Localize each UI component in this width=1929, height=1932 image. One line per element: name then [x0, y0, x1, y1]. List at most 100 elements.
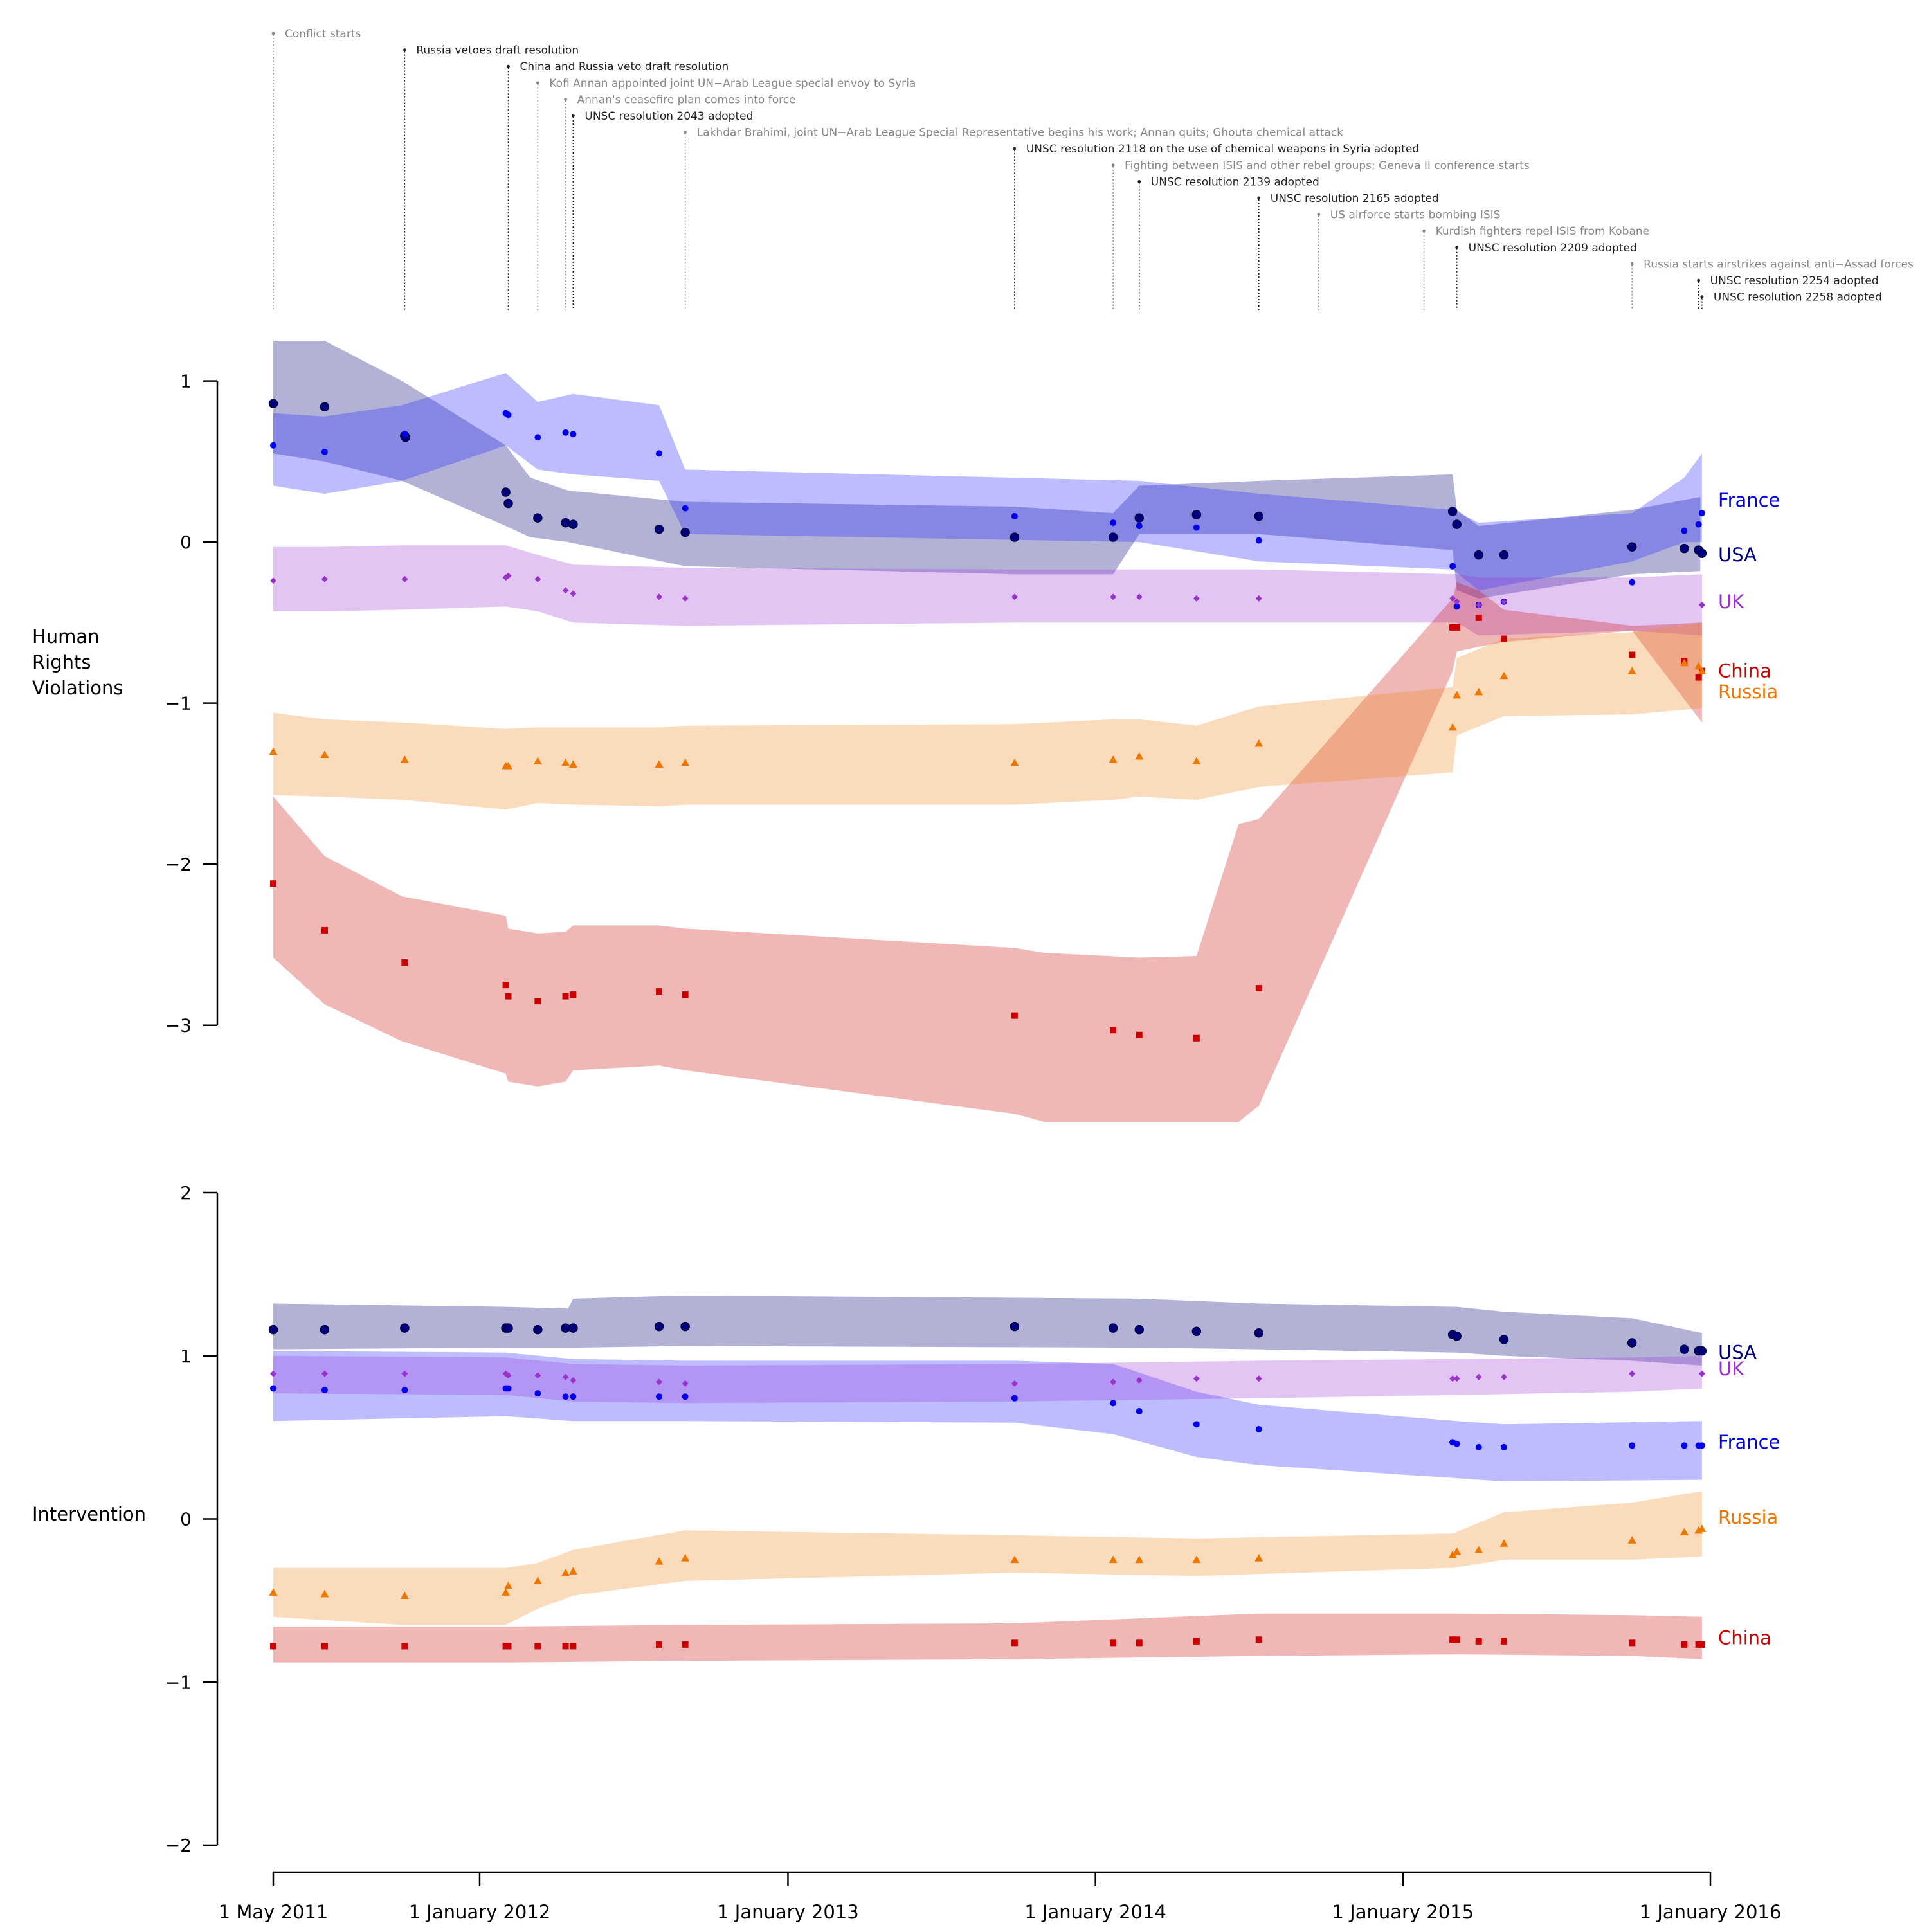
- point-china: [1011, 1639, 1018, 1647]
- point-russia: [1474, 1546, 1483, 1553]
- point-uk: [562, 1373, 569, 1380]
- point-uk: [1193, 1375, 1200, 1382]
- x-tick-label: 1 January 2016: [1640, 1901, 1782, 1923]
- point-china: [1695, 1641, 1702, 1648]
- point-uk: [270, 577, 276, 584]
- point-france: [1255, 1425, 1262, 1432]
- event-dot: [1111, 163, 1115, 167]
- event-annotation: UNSC resolution 2165 adopted: [1257, 192, 1439, 310]
- event-label: Lakhdar Brahimi, joint UN−Arab League Sp…: [697, 127, 1344, 140]
- point-russia: [655, 760, 664, 768]
- point-usa: [503, 498, 513, 509]
- point-russia: [1109, 755, 1118, 763]
- event-dot: [1455, 246, 1459, 249]
- point-russia: [1010, 1555, 1019, 1564]
- point-france: [270, 442, 276, 449]
- event-dot: [1630, 262, 1634, 266]
- event-annotation: Russia vetoes draft resolution: [403, 44, 579, 310]
- point-france: [1453, 603, 1460, 610]
- point-france: [1698, 510, 1705, 517]
- event-annotation: UNSC resolution 2254 adopted: [1697, 275, 1879, 310]
- point-china: [1475, 614, 1482, 621]
- event-annotation: UNSC resolution 2043 adopted: [571, 110, 753, 310]
- point-france: [1629, 1442, 1636, 1449]
- x-tick-label: 1 May 2011: [219, 1901, 329, 1923]
- event-dot: [684, 131, 687, 134]
- event-dot: [1137, 180, 1141, 183]
- point-china: [270, 880, 276, 887]
- point-france: [1255, 537, 1262, 544]
- point-uk: [1110, 593, 1117, 600]
- point-russia: [1499, 1539, 1508, 1547]
- point-russia: [1627, 1535, 1636, 1544]
- event-annotation: Fighting between ISIS and other rebel gr…: [1111, 159, 1530, 310]
- point-uk: [505, 572, 512, 579]
- point-france: [562, 1393, 569, 1400]
- band-usa: [273, 341, 1701, 599]
- point-usa: [320, 402, 330, 411]
- point-russia: [533, 1576, 542, 1585]
- point-uk: [1629, 1370, 1636, 1377]
- point-france: [1193, 524, 1200, 531]
- event-annotation: Russia starts airstrikes against anti−As…: [1630, 258, 1914, 310]
- y-tick-label: −2: [165, 1835, 192, 1856]
- point-russia: [1499, 671, 1508, 680]
- point-uk: [1011, 1380, 1018, 1387]
- point-china: [321, 1643, 328, 1650]
- point-china: [1501, 635, 1508, 642]
- point-russia: [1254, 739, 1263, 747]
- point-china: [1681, 1641, 1688, 1648]
- band-uk: [273, 1355, 1702, 1404]
- y-tick-label: 2: [180, 1182, 192, 1204]
- event-dot: [1317, 213, 1321, 216]
- point-france: [1011, 1395, 1018, 1402]
- point-usa: [1254, 1328, 1264, 1338]
- point-usa: [533, 513, 543, 523]
- point-uk: [1449, 1375, 1456, 1382]
- point-china: [1136, 1639, 1143, 1647]
- event-annotation: Conflict starts: [271, 28, 361, 310]
- point-france: [505, 1385, 512, 1392]
- event-dot: [571, 114, 575, 118]
- band-usa: [273, 1295, 1702, 1366]
- event-label: UNSC resolution 2043 adopted: [584, 110, 753, 123]
- point-france: [321, 448, 328, 455]
- x-axis: 1 May 2011 1 January 2012 1 January 2013 1 …: [219, 1871, 1782, 1923]
- point-china: [1449, 1636, 1456, 1643]
- point-uk: [682, 1380, 689, 1387]
- point-france: [505, 411, 512, 419]
- band-france: [273, 373, 1702, 591]
- point-france: [1011, 513, 1018, 520]
- y-axis: 1 0 −1 −2 −3: [165, 371, 219, 1036]
- event-dot: [536, 81, 539, 85]
- point-usa: [1499, 1335, 1509, 1344]
- point-china: [1629, 1639, 1636, 1647]
- point-china: [1695, 674, 1702, 681]
- point-uk: [505, 1372, 512, 1379]
- point-france: [1136, 523, 1143, 530]
- point-china: [505, 1643, 512, 1650]
- point-russia: [1448, 1550, 1457, 1558]
- y-tick-label: 1: [180, 1346, 192, 1367]
- event-dot: [1422, 229, 1426, 233]
- point-china: [1453, 624, 1460, 631]
- event-annotation: UNSC resolution 2139 adopted: [1137, 176, 1319, 310]
- point-china: [682, 991, 689, 998]
- band-uk: [273, 545, 1702, 636]
- event-annotation: UNSC resolution 2209 adopted: [1455, 242, 1637, 310]
- point-russia: [1192, 757, 1201, 765]
- event-annotation: Lakhdar Brahimi, joint UN−Arab League Sp…: [684, 127, 1343, 310]
- point-usa: [1680, 543, 1689, 554]
- point-usa: [1697, 548, 1707, 558]
- event-label: UNSC resolution 2139 adopted: [1151, 176, 1319, 188]
- point-russia: [320, 1589, 329, 1598]
- x-tick-label: 1 January 2013: [717, 1901, 859, 1923]
- y-tick-label: 0: [180, 532, 192, 553]
- y-tick-label: −2: [165, 854, 192, 875]
- x-tick-label: 1 January 2014: [1024, 1901, 1166, 1923]
- y-axis-label: Intervention: [32, 1503, 146, 1525]
- point-russia: [1474, 687, 1483, 696]
- point-uk: [656, 593, 663, 600]
- event-label: Kofi Annan appointed joint UN−Arab Leagu…: [549, 77, 916, 90]
